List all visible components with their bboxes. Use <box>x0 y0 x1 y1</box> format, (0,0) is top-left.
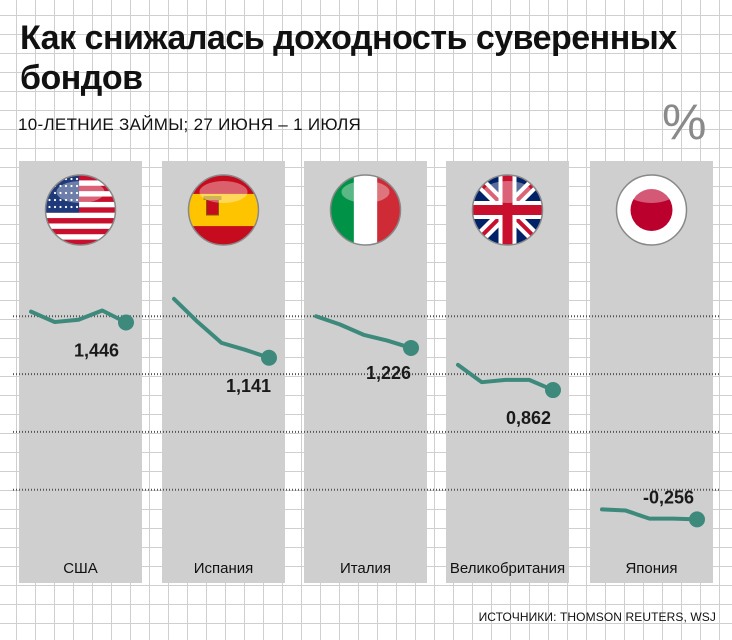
series-end-point <box>689 511 705 528</box>
chart-subtitle: 10-ЛЕТНИЕ ЗАЙМЫ; 27 ИЮНЯ – 1 ИЮЛЯ <box>18 115 362 134</box>
series-end-point <box>545 382 561 399</box>
japan-flag-icon <box>615 174 688 246</box>
series-line <box>172 296 271 360</box>
country-label: США <box>63 560 98 577</box>
value-label: -0,256 <box>643 487 694 507</box>
value-label: 1,141 <box>226 376 271 396</box>
series-line <box>600 507 699 522</box>
chart-title: Как снижалась доходность суверенных бонд… <box>20 19 677 97</box>
series-end-point <box>118 314 134 331</box>
value-label: 1,226 <box>366 363 411 383</box>
uk-flag-icon <box>471 174 544 246</box>
value-label: 1,446 <box>74 341 119 361</box>
spain-flag-icon <box>187 174 260 246</box>
unit-label: % <box>662 94 707 150</box>
series-line <box>29 308 128 325</box>
usa-flag-icon <box>44 174 117 246</box>
country-label: Япония <box>625 560 677 577</box>
country-label: Италия <box>340 560 391 577</box>
italy-flag-icon <box>329 174 402 246</box>
source-note: ИСТОЧНИКИ: THOMSON REUTERS, WSJ <box>478 610 716 624</box>
country-label: Великобритания <box>450 560 565 577</box>
country-label: Испания <box>194 560 254 577</box>
series-line <box>314 314 413 350</box>
series-line <box>456 362 555 393</box>
series-end-point <box>261 349 277 366</box>
value-label: 0,862 <box>506 408 551 428</box>
series-end-point <box>403 339 419 356</box>
